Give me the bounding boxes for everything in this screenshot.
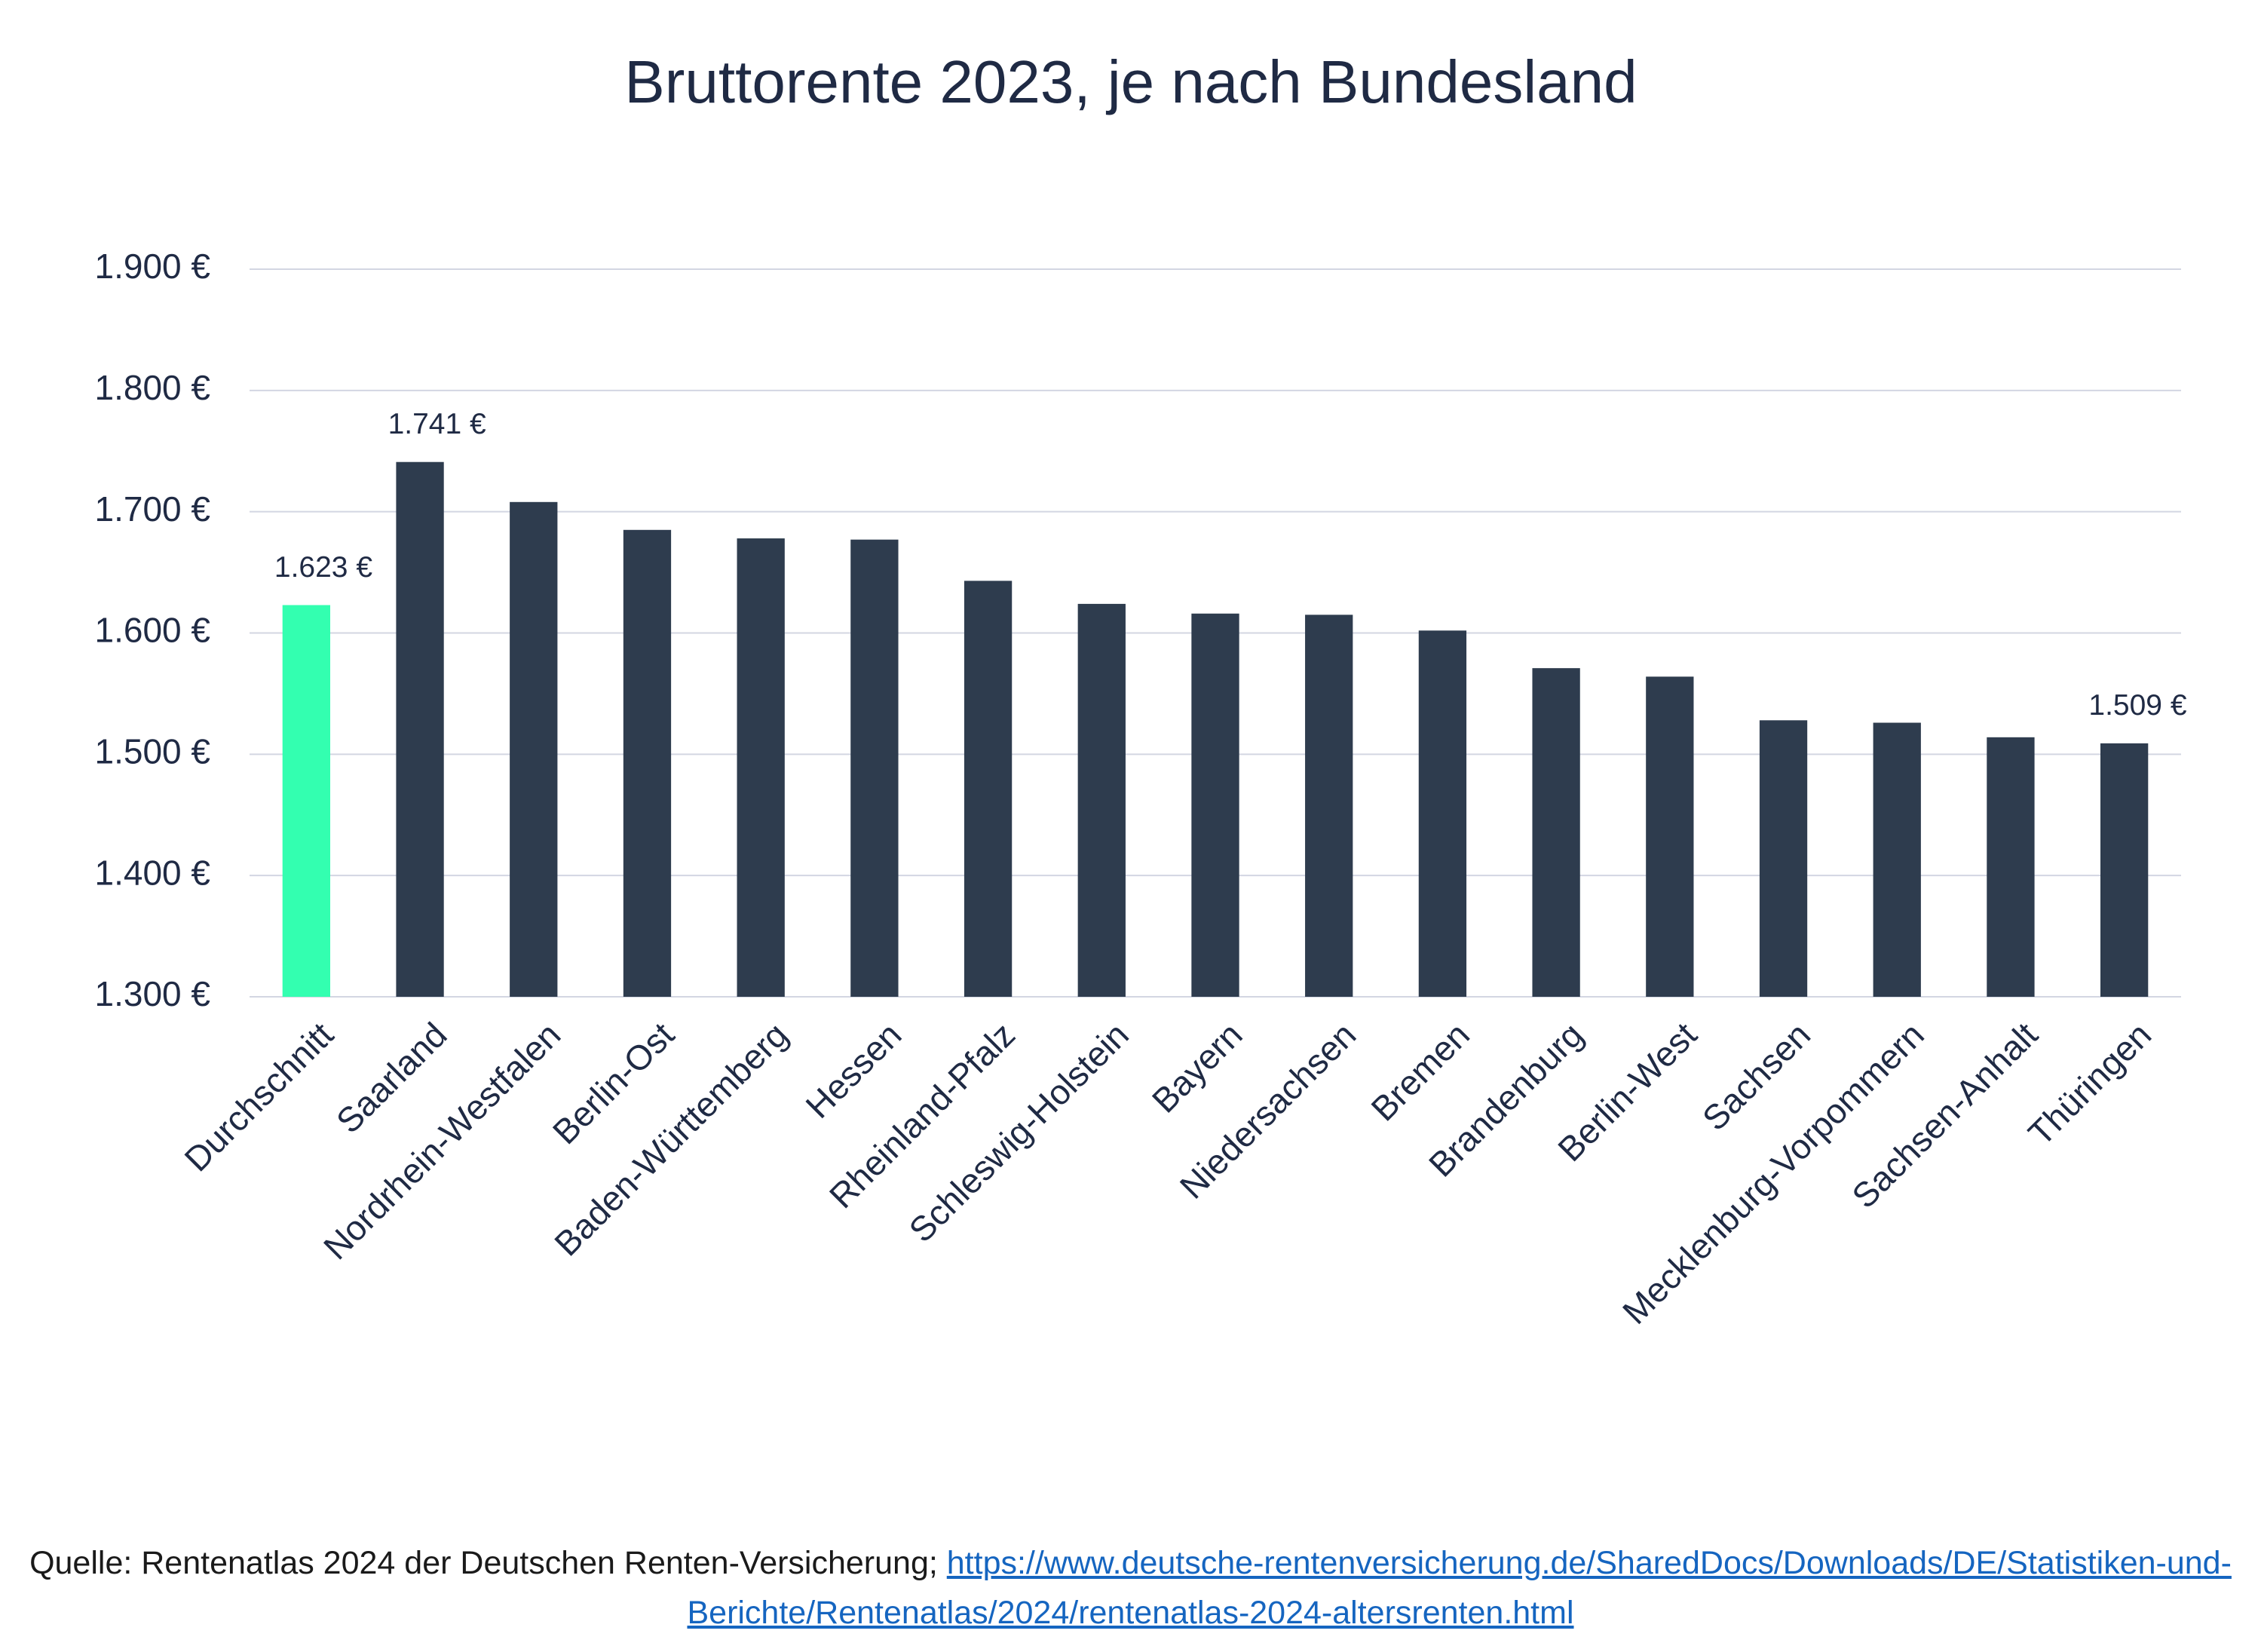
x-tick-label: Bremen bbox=[1363, 1015, 1477, 1129]
bar bbox=[1191, 613, 1239, 997]
bar bbox=[1077, 603, 1126, 997]
x-tick-label: Schleswig-Holstein bbox=[901, 1015, 1136, 1250]
source-link[interactable]: https://www.deutsche-rentenversicherung.… bbox=[687, 1545, 2232, 1631]
y-tick-label: 1.300 € bbox=[95, 974, 210, 1013]
x-tick-label: Bayern bbox=[1144, 1015, 1250, 1120]
y-tick-label: 1.600 € bbox=[95, 611, 210, 650]
y-tick-label: 1.800 € bbox=[95, 368, 210, 407]
source-text: Quelle: Rentenatlas 2024 der Deutschen R… bbox=[29, 1545, 947, 1581]
bar bbox=[737, 538, 785, 997]
y-tick-label: 1.700 € bbox=[95, 489, 210, 529]
value-label: 1.623 € bbox=[274, 551, 372, 584]
bar bbox=[510, 501, 558, 997]
bar bbox=[1873, 722, 1921, 997]
y-tick-label: 1.400 € bbox=[95, 853, 210, 892]
bar bbox=[396, 461, 444, 997]
x-tick-label: Durchschnitt bbox=[176, 1015, 341, 1179]
bar bbox=[1305, 615, 1353, 997]
bar bbox=[2100, 743, 2149, 997]
bar bbox=[1418, 630, 1467, 997]
value-label: 1.509 € bbox=[2088, 689, 2186, 722]
bar bbox=[964, 581, 1013, 997]
x-tick-label: Hessen bbox=[798, 1015, 908, 1126]
bar bbox=[1532, 668, 1580, 997]
bar bbox=[623, 529, 672, 997]
bar bbox=[1987, 737, 2035, 997]
value-label: 1.741 € bbox=[388, 408, 486, 440]
bar bbox=[1646, 676, 1694, 997]
y-tick-label: 1.900 € bbox=[95, 247, 210, 286]
y-tick-label: 1.500 € bbox=[95, 731, 210, 771]
bar bbox=[282, 605, 331, 997]
bar bbox=[850, 539, 899, 997]
source-note: Quelle: Rentenatlas 2024 der Deutschen R… bbox=[15, 1538, 2246, 1638]
chart: Bruttorente 2023, je nach Bundesland 1.3… bbox=[95, 48, 2187, 1332]
bar bbox=[1759, 720, 1808, 997]
x-tick-label: Thüringen bbox=[2021, 1015, 2158, 1153]
chart-title: Bruttorente 2023, je nach Bundesland bbox=[624, 48, 1637, 115]
